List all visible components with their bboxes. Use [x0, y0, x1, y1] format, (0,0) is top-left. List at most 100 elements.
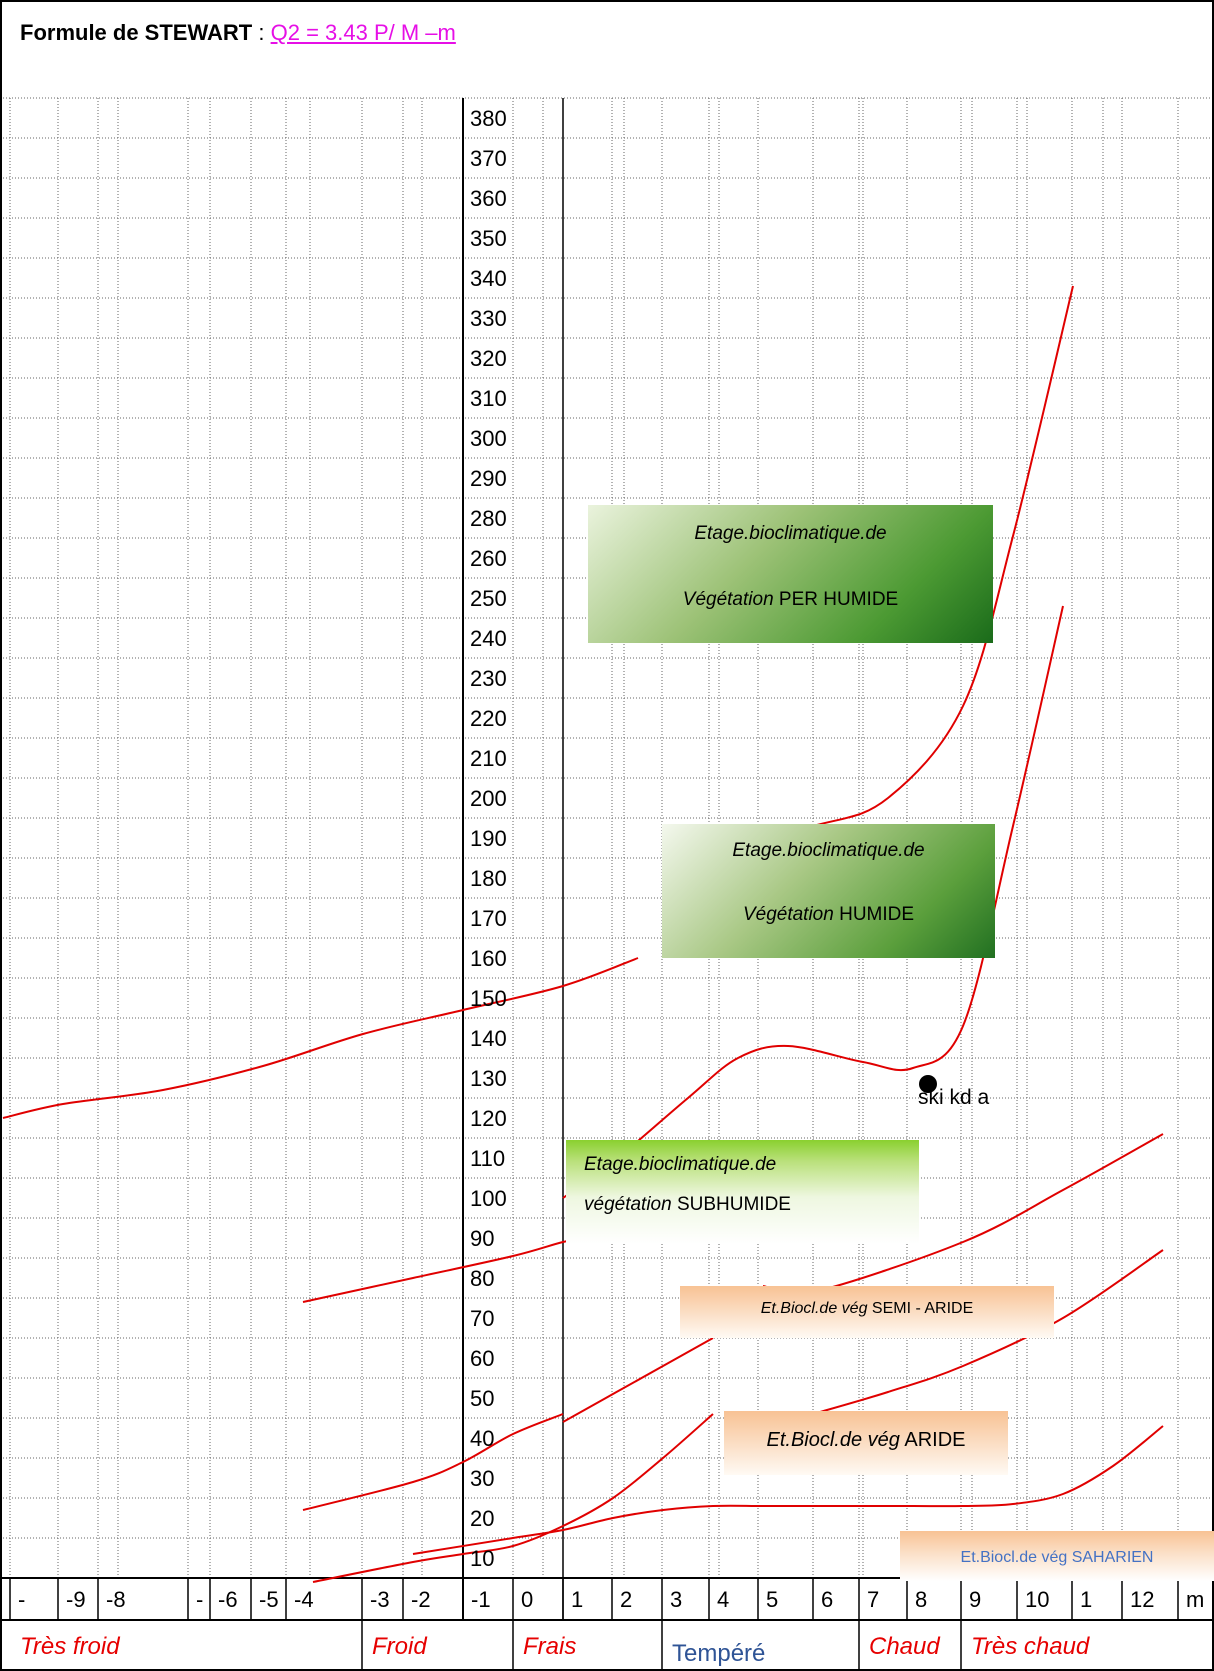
x-tick-label: 10 [1025, 1587, 1050, 1612]
x-tick-label: 3 [670, 1587, 683, 1612]
x-tick-label: 0 [521, 1587, 534, 1612]
y-tick-label: 360 [470, 186, 507, 211]
region-label: Etage.bioclimatique.de [732, 840, 925, 861]
y-tick-label: 210 [470, 746, 507, 771]
region-label: PER HUMIDE [773, 589, 899, 610]
region-aride: Et.Biocl.de vég ARIDE [724, 1411, 1008, 1475]
y-tick-label: 310 [470, 386, 507, 411]
x-tick-label: -9 [66, 1587, 86, 1612]
zone-label: Chaud [869, 1633, 940, 1660]
region-label: Végétation [742, 904, 834, 925]
zone-label: Frais [523, 1633, 577, 1660]
y-tick-label: 340 [470, 266, 507, 291]
x-tick-label: 9 [969, 1587, 982, 1612]
region-semi-aride: Et.Biocl.de vég SEMI - ARIDE [680, 1286, 1054, 1338]
y-tick-label: 220 [470, 706, 507, 731]
point-label: ski kd a [918, 1086, 990, 1109]
x-tick-label: -8 [106, 1587, 126, 1612]
region-label: SEMI - ARIDE [867, 1300, 974, 1317]
bioclimatic-curve [312, 1413, 714, 1583]
zone-label: Très froid [20, 1633, 120, 1660]
region-saharien: Et.Biocl.de vég SAHARIEN [900, 1531, 1214, 1581]
y-tick-label: 80 [470, 1266, 495, 1291]
y-tick-label: 90 [470, 1226, 495, 1251]
x-tick-label: 5 [766, 1587, 779, 1612]
y-tick-label: 230 [470, 666, 507, 691]
region-label: Etage.bioclimatique.de [694, 523, 887, 544]
y-tick-label: 120 [470, 1106, 507, 1131]
bioclimatic-curve [812, 1249, 1164, 1415]
title-formula: Q2 = 3.43 P/ M –m [270, 20, 456, 45]
x-tick-label: -2 [411, 1587, 431, 1612]
chart-title: Formule de STEWART : Q2 = 3.43 P/ M –m [20, 20, 456, 46]
bioclimatic-curve [412, 1425, 1164, 1555]
x-tick-label: -6 [218, 1587, 238, 1612]
region-subhumide: Etage.bioclimatique.de végétation SUBHUM… [566, 1140, 919, 1244]
region-label: Etage.bioclimatique.de [584, 1154, 777, 1175]
y-tick-label: 280 [470, 506, 507, 531]
y-tick-label: 10 [470, 1546, 495, 1571]
y-tick-label: 330 [470, 306, 507, 331]
y-tick-label: 290 [470, 466, 507, 491]
bioclimatic-curve [562, 1337, 714, 1423]
y-tick-label: 70 [470, 1306, 495, 1331]
region-humide: Etage.bioclimatique.de Végétation HUMIDE [662, 824, 995, 958]
y-tick-label: 50 [470, 1386, 495, 1411]
zone-label: Tempéré [672, 1640, 766, 1667]
region-label: HUMIDE [833, 904, 915, 925]
y-tick-label: 260 [470, 546, 507, 571]
bioclimatic-curve [302, 1413, 564, 1511]
curves [2, 285, 1164, 1583]
x-tick-label: -5 [259, 1587, 279, 1612]
x-tick-label: 6 [821, 1587, 834, 1612]
bioclimatic-curve [2, 957, 639, 1119]
region-label: SUBHUMIDE [671, 1194, 791, 1215]
x-tick-label: 2 [620, 1587, 633, 1612]
y-tick-label: 200 [470, 786, 507, 811]
y-tick-label: 370 [470, 146, 507, 171]
x-tick-label: 7 [867, 1587, 880, 1612]
y-tick-label: 150 [470, 986, 507, 1011]
x-tick-label: 8 [915, 1587, 928, 1612]
y-tick-label: 40 [470, 1426, 495, 1451]
y-tick-label: 140 [470, 1026, 507, 1051]
y-tick-label: 160 [470, 946, 507, 971]
y-tick-label: 350 [470, 226, 507, 251]
x-tick-label: 1 [571, 1587, 584, 1612]
y-tick-label: 380 [470, 106, 507, 131]
y-tick-label: 60 [470, 1346, 495, 1371]
y-tick-label: 240 [470, 626, 507, 651]
x-tick-label: m [1186, 1587, 1205, 1612]
point-layer [919, 1075, 937, 1093]
region-label: Et.Biocl.de vég [760, 1300, 868, 1317]
region-label: Et.Biocl.de vég SAHARIEN [960, 1549, 1154, 1566]
station-point [919, 1075, 937, 1093]
y-tick-label: 170 [470, 906, 507, 931]
zone-label: Froid [372, 1633, 427, 1660]
y-tick-label: 300 [470, 426, 507, 451]
x-tick-label: - [196, 1587, 204, 1612]
title-sep: : [252, 20, 265, 45]
x-tick-label: -3 [370, 1587, 390, 1612]
region-per-humide: Etage.bioclimatique.de Végétation PER HU… [588, 505, 993, 643]
x-tick-label: -1 [471, 1587, 491, 1612]
y-tick-label: 100 [470, 1186, 507, 1211]
x-tick-label: - [18, 1587, 26, 1612]
y-tick-label: 180 [470, 866, 507, 891]
y-tick-label: 20 [470, 1506, 495, 1531]
y-tick-label: 190 [470, 826, 507, 851]
bioclimatic-curve [302, 1237, 589, 1303]
x-tick-label: 12 [1130, 1587, 1155, 1612]
y-tick-label: 250 [470, 586, 507, 611]
region-label: Végétation [682, 589, 774, 610]
x-tick-label: 4 [717, 1587, 730, 1612]
bioclimatic-curve [562, 605, 1064, 1199]
x-tick-label: -4 [294, 1587, 314, 1612]
zone-label: Très chaud [971, 1633, 1090, 1660]
y-tick-label: 320 [470, 346, 507, 371]
region-label: Et.Biocl.de vég [766, 1429, 900, 1451]
